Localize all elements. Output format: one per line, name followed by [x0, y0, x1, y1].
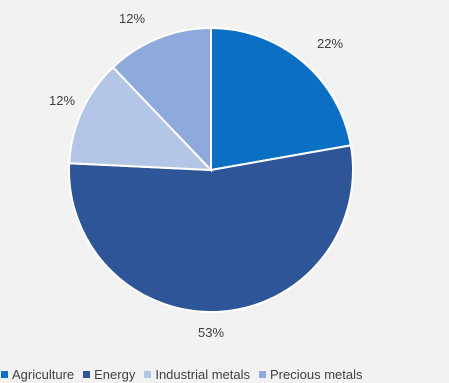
pie-slice-precious-metals [111, 26, 212, 173]
legend-label: Industrial metals [155, 366, 250, 382]
pie-slice-agriculture [210, 26, 352, 172]
legend-swatch [259, 370, 266, 378]
data-label-industrial-metals: 12% [49, 93, 75, 108]
chart-legend: Agriculture Energy Industrial metals Precio… [0, 365, 449, 383]
legend-swatch [1, 370, 8, 378]
legend-swatch [144, 370, 152, 378]
pie-slice-industrial-metals [68, 65, 214, 172]
legend-swatch [83, 370, 91, 378]
data-label-energy: 53% [198, 325, 224, 340]
legend-label: Agriculture [12, 366, 75, 382]
legend-item-industrial-metals: Industrial metals [144, 367, 250, 382]
legend-item-precious-metals: Precious metals [259, 367, 362, 382]
legend-label: Precious metals [270, 366, 363, 382]
pie-slices [68, 26, 354, 313]
pie-data-labels: 22% 53% 12% 12% [49, 11, 343, 340]
legend-label: Energy [94, 366, 136, 382]
legend-item-energy: Energy [83, 367, 135, 382]
legend-item-agriculture: Agriculture [1, 367, 74, 382]
data-label-agriculture: 22% [317, 36, 343, 51]
data-label-precious-metals: 12% [119, 11, 145, 26]
pie-slice-energy [68, 144, 354, 313]
